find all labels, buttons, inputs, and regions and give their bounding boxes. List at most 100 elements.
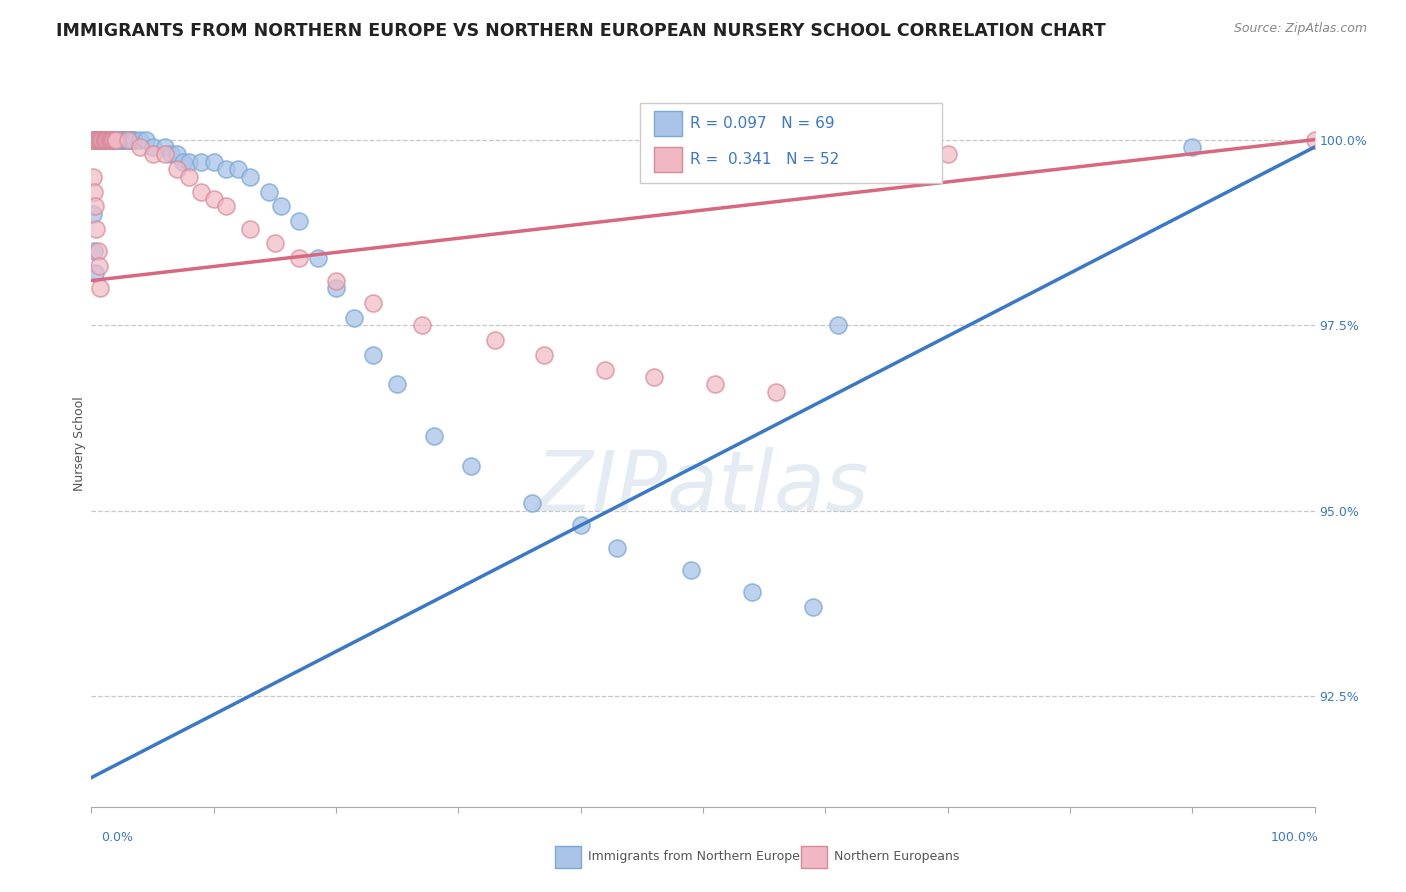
- Point: [606, 541, 628, 555]
- Point: [97, 133, 120, 147]
- Point: [91, 133, 114, 147]
- Point: [827, 318, 849, 332]
- Point: [643, 370, 665, 384]
- Point: [103, 133, 125, 147]
- Point: [307, 252, 329, 266]
- Text: Source: ZipAtlas.com: Source: ZipAtlas.com: [1233, 22, 1367, 36]
- Text: ZIPatlas: ZIPatlas: [536, 447, 870, 528]
- Point: [87, 259, 110, 273]
- Point: [179, 154, 201, 169]
- Point: [115, 133, 138, 147]
- Point: [84, 133, 107, 147]
- Point: [84, 221, 107, 235]
- Point: [270, 199, 292, 213]
- Point: [120, 133, 142, 147]
- Point: [141, 147, 163, 161]
- Point: [108, 133, 131, 147]
- Point: [569, 518, 592, 533]
- Point: [460, 458, 482, 473]
- Point: [94, 133, 117, 147]
- Point: [101, 133, 124, 147]
- Point: [765, 384, 787, 399]
- Point: [89, 281, 111, 295]
- Point: [190, 185, 212, 199]
- Point: [160, 147, 183, 161]
- Point: [257, 185, 280, 199]
- Point: [86, 244, 108, 258]
- Point: [264, 236, 287, 251]
- Point: [82, 133, 104, 147]
- Point: [100, 133, 122, 147]
- Point: [83, 133, 105, 147]
- Point: [84, 133, 107, 147]
- Point: [288, 252, 311, 266]
- Point: [704, 377, 727, 392]
- Point: [288, 214, 311, 228]
- Point: [166, 162, 188, 177]
- Point: [104, 133, 127, 147]
- Point: [83, 133, 105, 147]
- Point: [98, 133, 121, 147]
- Point: [153, 140, 176, 154]
- Text: IMMIGRANTS FROM NORTHERN EUROPE VS NORTHERN EUROPEAN NURSERY SCHOOL CORRELATION : IMMIGRANTS FROM NORTHERN EUROPE VS NORTH…: [56, 22, 1107, 40]
- Point: [172, 154, 194, 169]
- Text: R = 0.097   N = 69: R = 0.097 N = 69: [690, 117, 835, 131]
- Point: [117, 133, 139, 147]
- Point: [215, 162, 238, 177]
- Point: [96, 133, 118, 147]
- Point: [96, 133, 118, 147]
- Point: [801, 599, 824, 614]
- Point: [117, 133, 139, 147]
- Point: [325, 281, 347, 295]
- Point: [141, 140, 163, 154]
- Point: [91, 133, 114, 147]
- Point: [343, 310, 366, 325]
- Point: [361, 348, 384, 362]
- Point: [90, 133, 112, 147]
- Point: [90, 133, 112, 147]
- Point: [104, 133, 127, 147]
- Point: [94, 133, 117, 147]
- Text: Northern Europeans: Northern Europeans: [834, 850, 959, 863]
- Point: [135, 133, 157, 147]
- Point: [215, 199, 238, 213]
- Point: [202, 154, 225, 169]
- Point: [239, 221, 262, 235]
- Point: [593, 362, 616, 376]
- Point: [936, 147, 959, 161]
- Point: [82, 169, 104, 184]
- Point: [94, 133, 117, 147]
- Point: [103, 133, 125, 147]
- Y-axis label: Nursery School: Nursery School: [73, 396, 86, 491]
- Point: [93, 133, 115, 147]
- Point: [98, 133, 121, 147]
- Point: [101, 133, 124, 147]
- Point: [692, 162, 714, 177]
- Point: [86, 133, 108, 147]
- Point: [105, 133, 128, 147]
- Point: [325, 274, 347, 288]
- Point: [87, 133, 110, 147]
- Point: [83, 244, 105, 258]
- Point: [83, 185, 105, 199]
- Point: [89, 133, 111, 147]
- Point: [107, 133, 129, 147]
- Point: [190, 154, 212, 169]
- Point: [1303, 133, 1326, 147]
- Point: [93, 133, 115, 147]
- Point: [179, 169, 201, 184]
- Point: [166, 147, 188, 161]
- Point: [97, 133, 120, 147]
- Point: [741, 585, 763, 599]
- Point: [239, 169, 262, 184]
- Point: [385, 377, 409, 392]
- Point: [129, 133, 152, 147]
- Point: [122, 133, 145, 147]
- Point: [202, 192, 225, 206]
- Point: [679, 563, 702, 577]
- Text: 0.0%: 0.0%: [101, 831, 134, 844]
- Point: [84, 133, 107, 147]
- Point: [361, 295, 384, 310]
- Point: [86, 133, 108, 147]
- Text: 100.0%: 100.0%: [1271, 831, 1319, 844]
